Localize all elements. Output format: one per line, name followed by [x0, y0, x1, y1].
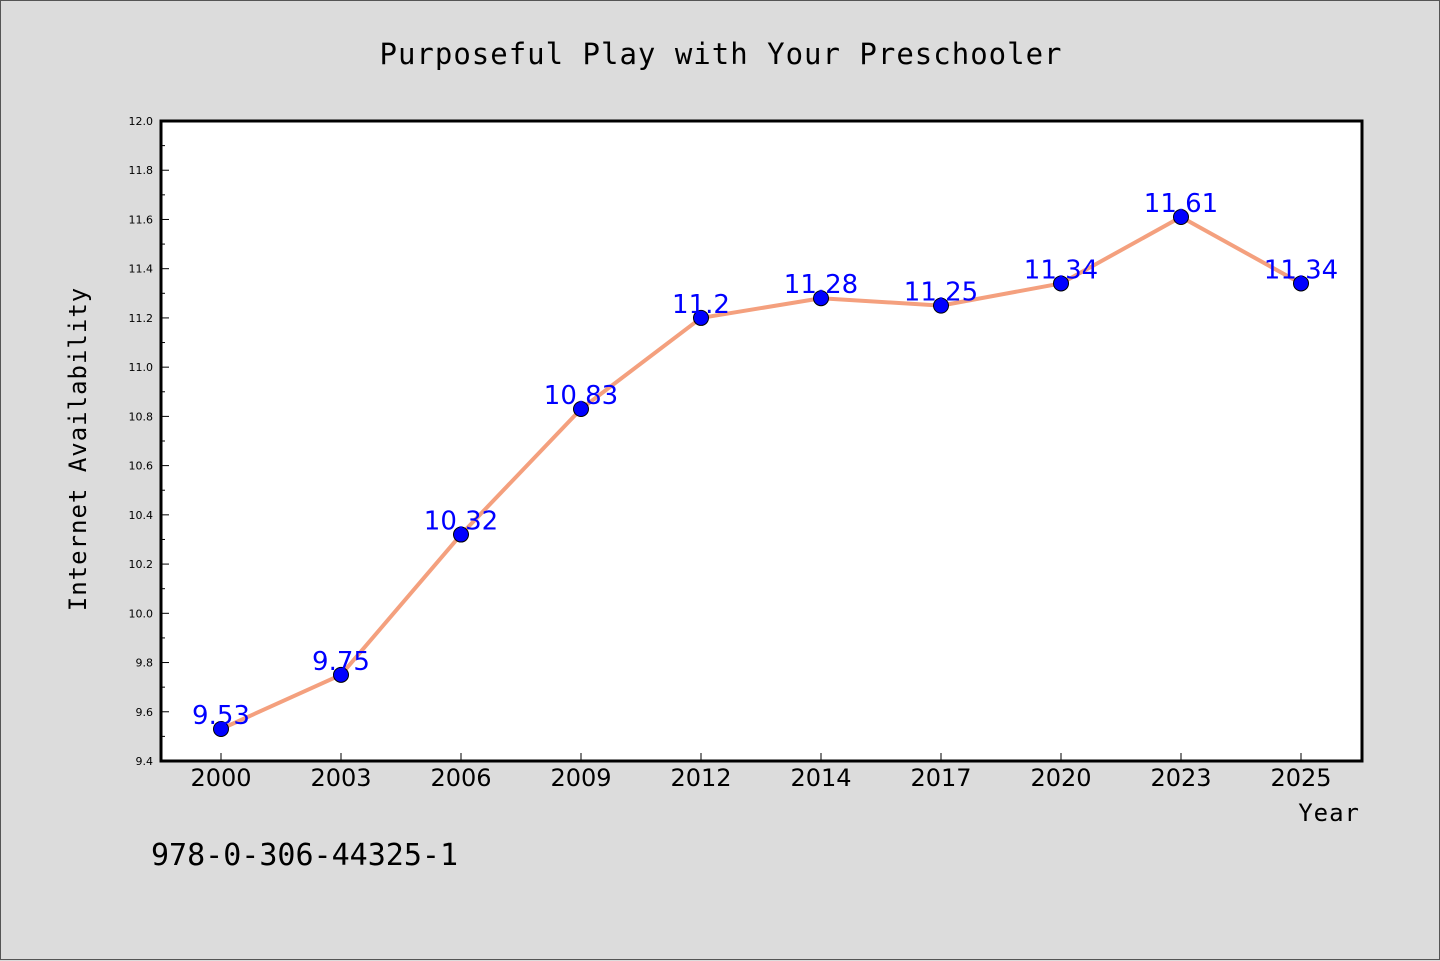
data-point — [813, 290, 829, 307]
y-tick-label: 9.8 — [136, 657, 154, 670]
data-label: 11.34 — [1264, 255, 1338, 285]
y-tick-label: 12.0 — [129, 115, 154, 128]
data-point — [1053, 275, 1069, 292]
x-axis-label: Year — [1298, 799, 1360, 827]
y-tick-label: 11.8 — [129, 164, 154, 177]
x-tick-label: 2023 — [1150, 764, 1211, 792]
x-tick-label: 2017 — [910, 764, 971, 792]
y-tick-label: 11.4 — [129, 263, 154, 276]
data-label: 11.25 — [904, 278, 978, 308]
x-tick-label: 2014 — [790, 764, 851, 792]
data-point — [453, 526, 469, 543]
y-tick-label: 10.6 — [129, 460, 154, 473]
x-tick-label: 2009 — [550, 764, 611, 792]
data-point — [1173, 209, 1189, 225]
data-label: 11.34 — [1024, 255, 1098, 285]
data-point — [573, 401, 589, 417]
chart-title: Purposeful Play with Your Preschooler — [379, 37, 1062, 71]
series-group — [213, 209, 1309, 737]
footnote-isbn: 978-0-306-44325-1 — [151, 838, 458, 873]
data-point — [693, 309, 709, 326]
y-tick-label: 10.4 — [129, 509, 154, 522]
x-tick-label: 2000 — [190, 764, 251, 792]
y-tick-label: 11.0 — [129, 361, 154, 374]
data-labels-group: 9.53 9.75 10.32 10.83 11.2 11.28 11.25 11.34 11.… — [192, 189, 1338, 731]
y-axis-label: Internet Availability — [64, 287, 92, 611]
x-tick-label: 2006 — [430, 764, 491, 792]
y-tick-label: 10.2 — [129, 558, 154, 571]
data-point — [333, 666, 349, 683]
y-tick-label: 10.0 — [129, 607, 154, 620]
data-label: 10.32 — [424, 507, 498, 537]
x-tick-label: 2020 — [1030, 764, 1091, 792]
data-label: 9.53 — [192, 701, 250, 731]
data-label: 11.2 — [672, 290, 730, 320]
y-tick-label: 9.4 — [136, 755, 154, 768]
y-tick-label: 10.8 — [129, 410, 154, 423]
x-tick-label: 2003 — [310, 764, 371, 792]
data-point — [1293, 275, 1309, 292]
data-point — [933, 297, 949, 314]
y-axis: 9.4 9.6 9.8 10.0 10.2 10.4 10.6 10.8 11.0 11.2 11.… — [129, 115, 169, 768]
series-line — [220, 215, 1302, 731]
data-label: 9.75 — [312, 647, 370, 677]
data-label: 11.61 — [1144, 189, 1218, 219]
x-axis: 2000 2003 2006 2009 2012 2014 2017 2020 2023 2025 — [190, 753, 1332, 792]
data-point — [213, 721, 229, 737]
y-tick-label: 11.6 — [129, 213, 154, 226]
x-tick-label: 2025 — [1270, 764, 1331, 792]
data-label: 10.83 — [544, 381, 618, 411]
y-tick-label: 9.6 — [136, 706, 154, 719]
data-label: 11.28 — [784, 270, 858, 300]
y-tick-label: 11.2 — [129, 312, 154, 325]
x-tick-label: 2012 — [670, 764, 731, 792]
